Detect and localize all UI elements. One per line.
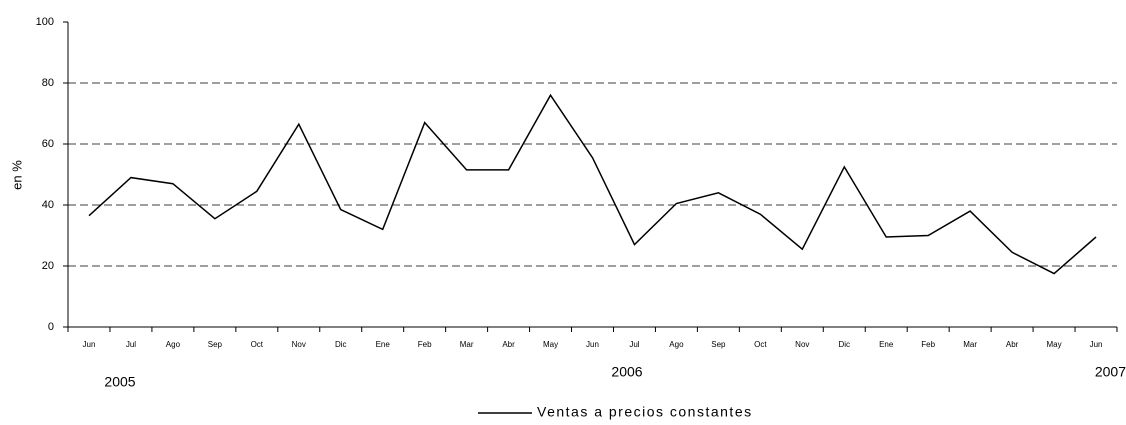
x-tick-label: Mar <box>460 340 474 349</box>
legend-label: Ventas a precios constantes <box>537 404 753 420</box>
y-axis-label: en % <box>9 160 24 190</box>
x-tick-label: Nov <box>292 340 306 349</box>
y-tick-label: 80 <box>42 77 54 89</box>
year-label: 2007 <box>1095 364 1126 380</box>
x-tick-label: Feb <box>921 340 935 349</box>
x-tick-label: Ene <box>879 340 894 349</box>
y-tick-label: 20 <box>42 260 54 272</box>
x-tick-label: Ene <box>376 340 391 349</box>
x-tick-label: Mar <box>963 340 977 349</box>
y-tick-label: 0 <box>48 321 54 333</box>
x-tick-label: Ago <box>166 340 181 349</box>
x-tick-label: Oct <box>754 340 767 349</box>
x-tick-label: Jul <box>629 340 639 349</box>
x-tick-label: Dic <box>838 340 850 349</box>
x-tick-label: Jun <box>83 340 96 349</box>
x-tick-label: Sep <box>711 340 726 349</box>
y-tick-label: 100 <box>36 16 54 28</box>
x-tick-label: Abr <box>502 340 515 349</box>
x-tick-label: Abr <box>1006 340 1019 349</box>
y-tick-label: 40 <box>42 199 54 211</box>
x-tick-label: May <box>1046 340 1061 349</box>
x-tick-label: Jun <box>1090 340 1103 349</box>
x-tick-label: Ago <box>669 340 684 349</box>
x-tick-label: Jul <box>126 340 136 349</box>
y-tick-label: 60 <box>42 138 54 150</box>
x-tick-label: Nov <box>795 340 809 349</box>
x-tick-label: May <box>543 340 558 349</box>
year-label: 2005 <box>104 374 135 390</box>
x-tick-label: Oct <box>251 340 264 349</box>
x-tick-label: Jun <box>586 340 599 349</box>
x-tick-label: Dic <box>335 340 347 349</box>
year-label: 2006 <box>611 364 642 380</box>
series-line <box>88 93 1097 275</box>
x-tick-label: Sep <box>208 340 223 349</box>
x-tick-label: Feb <box>418 340 432 349</box>
